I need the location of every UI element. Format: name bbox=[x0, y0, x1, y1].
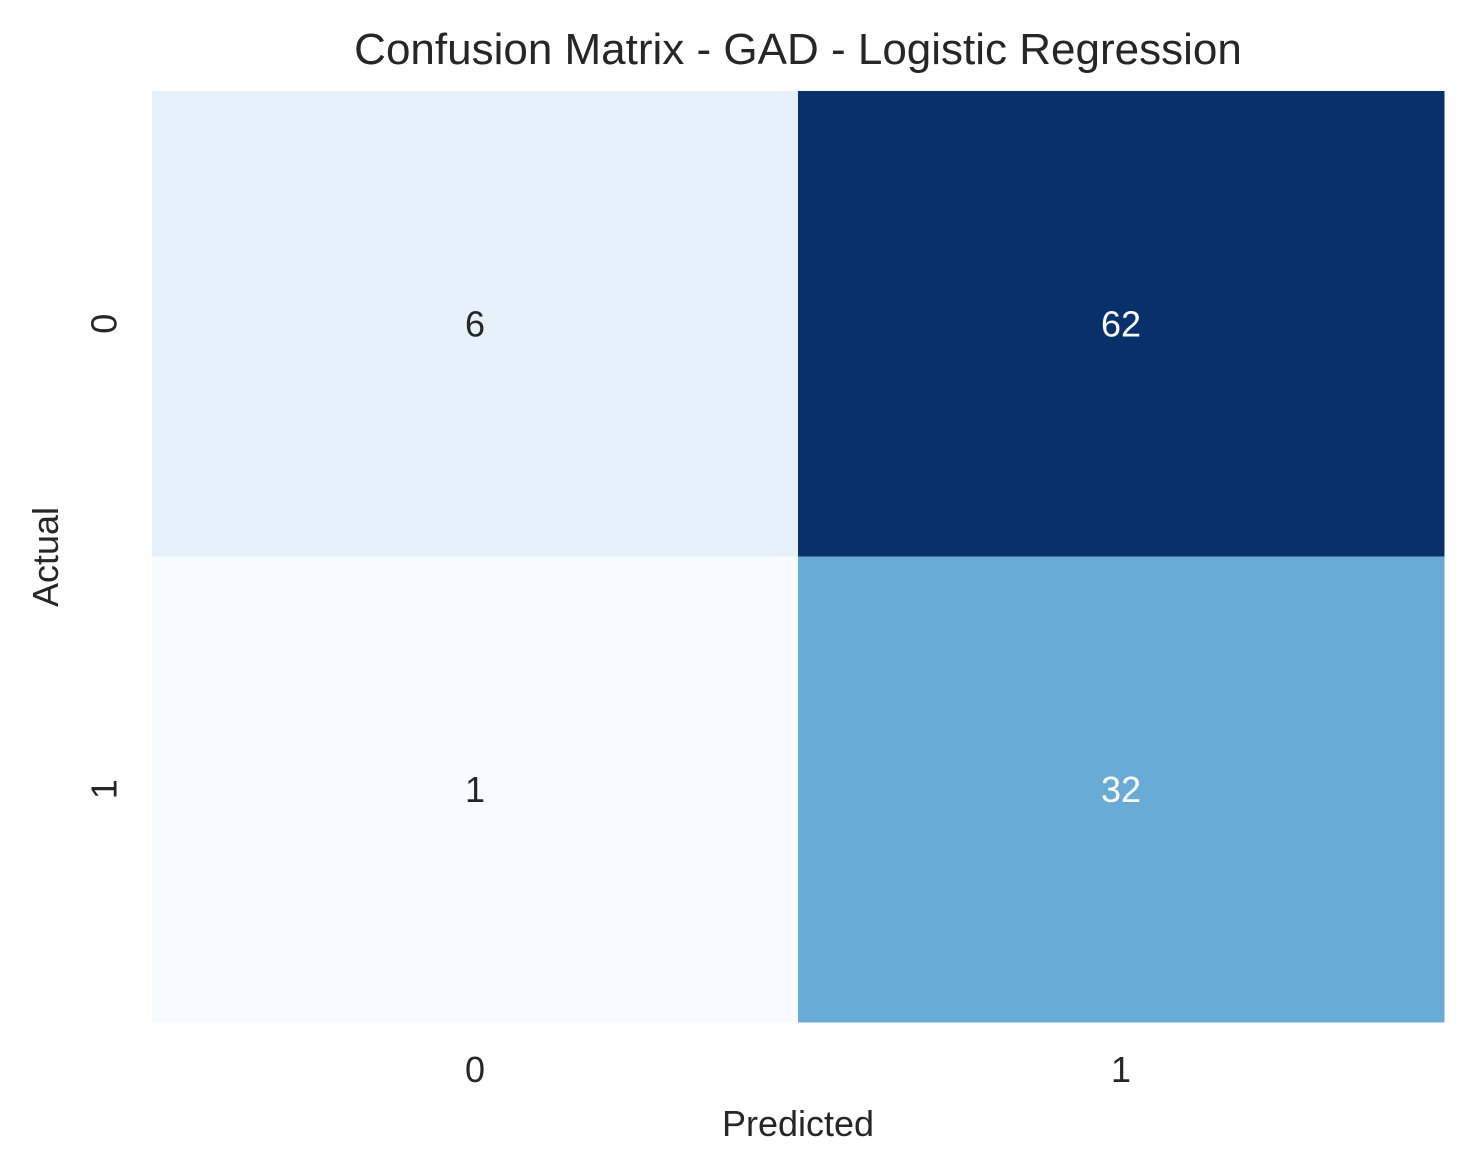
y-axis-label: Actual bbox=[25, 507, 66, 607]
x-tick-label-1: 1 bbox=[1111, 1049, 1131, 1090]
y-tick-label-0: 0 bbox=[84, 314, 125, 334]
y-tick-label-1: 1 bbox=[84, 779, 125, 799]
heatmap-cell-r0-c0 bbox=[152, 91, 799, 557]
chart-title: Confusion Matrix - GAD - Logistic Regres… bbox=[354, 25, 1242, 74]
cell-value-r0-c1: 62 bbox=[1101, 303, 1141, 344]
x-tick-label-0: 0 bbox=[465, 1049, 485, 1090]
heatmap-cell-r1-c0 bbox=[152, 556, 799, 1023]
cell-value-r0-c0: 6 bbox=[465, 303, 485, 344]
heatmap-cell-labels: 6 62 1 32 bbox=[465, 303, 1141, 810]
cell-value-r1-c0: 1 bbox=[465, 769, 485, 810]
heatmap-cell-r1-c1 bbox=[798, 556, 1445, 1023]
heatmap-cells bbox=[152, 91, 1445, 1023]
y-axis-ticks: 01 bbox=[84, 314, 125, 800]
x-axis-label: Predicted bbox=[722, 1103, 874, 1144]
cell-value-r1-c1: 32 bbox=[1101, 769, 1141, 810]
heatmap-cell-r0-c1 bbox=[798, 91, 1445, 557]
